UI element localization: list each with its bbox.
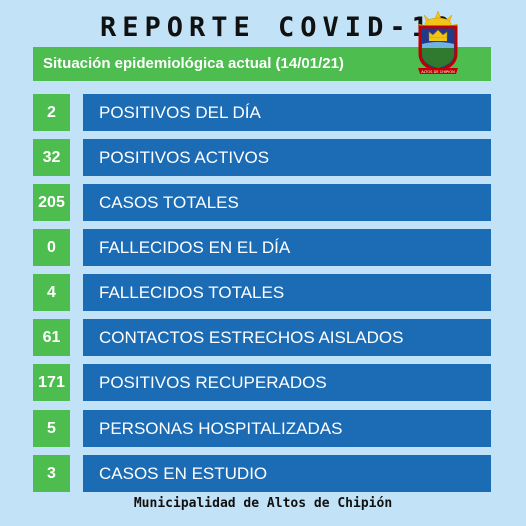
stat-label: CONTACTOS ESTRECHOS AISLADOS — [83, 319, 491, 356]
stat-label: CASOS TOTALES — [83, 184, 491, 221]
stat-value: 61 — [33, 319, 70, 356]
stat-value: 205 — [33, 184, 70, 221]
stat-label: POSITIVOS RECUPERADOS — [83, 364, 491, 401]
stat-row: 32 POSITIVOS ACTIVOS — [33, 139, 491, 176]
subtitle-bar: Situación epidemiológica actual (14/01/2… — [33, 47, 491, 81]
stat-value: 4 — [33, 274, 70, 311]
stat-row: 2 POSITIVOS DEL DÍA — [33, 94, 491, 131]
stat-label: FALLECIDOS TOTALES — [83, 274, 491, 311]
stat-row: 3 CASOS EN ESTUDIO — [33, 455, 491, 492]
page-title: REPORTE COVID-19 — [100, 12, 457, 43]
stat-row: 205 CASOS TOTALES — [33, 184, 491, 221]
stat-value: 0 — [33, 229, 70, 266]
footer-text: Municipalidad de Altos de Chipión — [133, 496, 393, 511]
stat-row: 4 FALLECIDOS TOTALES — [33, 274, 491, 311]
subtitle-text: Situación epidemiológica actual (14/01/2… — [43, 55, 344, 72]
stat-row: 171 POSITIVOS RECUPERADOS — [33, 364, 491, 401]
municipal-crest-icon: ALTOS DE CHIPION — [417, 10, 459, 74]
stat-label: POSITIVOS ACTIVOS — [83, 139, 491, 176]
stat-label: PERSONAS HOSPITALIZADAS — [83, 410, 491, 447]
stat-row: 61 CONTACTOS ESTRECHOS AISLADOS — [33, 319, 491, 356]
stat-row: 5 PERSONAS HOSPITALIZADAS — [33, 410, 491, 447]
stat-value: 3 — [33, 455, 70, 492]
stat-label: CASOS EN ESTUDIO — [83, 455, 491, 492]
crest-ribbon-text: ALTOS DE CHIPION — [421, 70, 455, 74]
stat-value: 32 — [33, 139, 70, 176]
stat-label: POSITIVOS DEL DÍA — [83, 94, 491, 131]
stat-value: 2 — [33, 94, 70, 131]
stat-value: 171 — [33, 364, 70, 401]
stat-label: FALLECIDOS EN EL DÍA — [83, 229, 491, 266]
stat-row: 0 FALLECIDOS EN EL DÍA — [33, 229, 491, 266]
stat-value: 5 — [33, 410, 70, 447]
